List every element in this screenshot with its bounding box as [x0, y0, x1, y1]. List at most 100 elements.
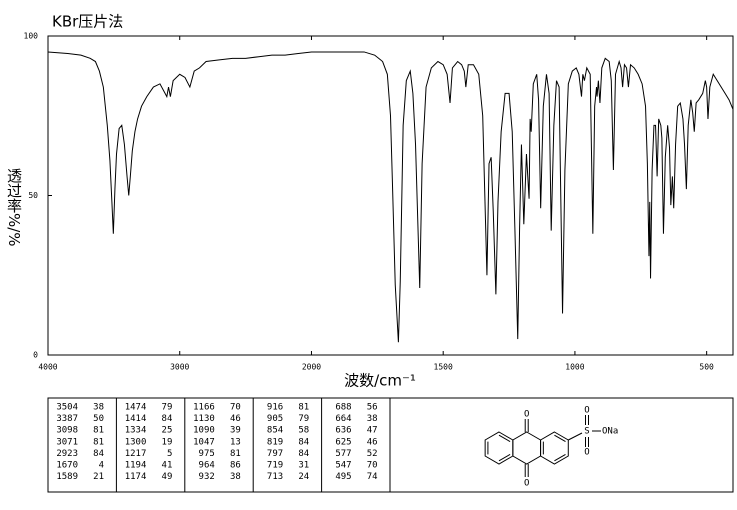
peak-wavenumber: 1670 — [56, 461, 78, 471]
peak-transmittance: 13 — [230, 437, 241, 447]
peak-transmittance: 86 — [230, 461, 241, 471]
peak-wavenumber: 3071 — [56, 437, 78, 447]
peak-wavenumber: 495 — [335, 472, 351, 482]
peak-transmittance: 49 — [162, 472, 173, 482]
peak-wavenumber: 819 — [267, 437, 283, 447]
peak-wavenumber: 964 — [199, 461, 215, 471]
bond — [554, 453, 566, 462]
peak-wavenumber: 664 — [335, 414, 351, 424]
peak-transmittance: 46 — [230, 414, 241, 424]
x-tick-label: 4000 — [38, 363, 57, 372]
peak-wavenumber: 2923 — [56, 449, 78, 459]
peak-wavenumber: 1194 — [125, 461, 147, 471]
peak-transmittance: 39 — [230, 426, 241, 436]
peak-transmittance: 21 — [93, 472, 104, 482]
peak-wavenumber: 1217 — [125, 449, 147, 459]
peak-wavenumber: 719 — [267, 461, 283, 471]
bond — [554, 434, 566, 443]
peak-wavenumber: 1090 — [193, 426, 215, 436]
peak-transmittance: 47 — [367, 426, 378, 436]
peak-wavenumber: 3098 — [56, 426, 78, 436]
peak-transmittance: 74 — [367, 472, 378, 482]
peak-transmittance: 5 — [167, 449, 172, 459]
peak-transmittance: 56 — [367, 403, 378, 413]
peak-wavenumber: 547 — [335, 461, 351, 471]
peak-wavenumber: 688 — [335, 403, 351, 413]
peak-wavenumber: 636 — [335, 426, 351, 436]
peak-wavenumber: 577 — [335, 449, 351, 459]
peak-wavenumber: 3387 — [56, 414, 78, 424]
peak-transmittance: 4 — [99, 461, 104, 471]
peak-transmittance: 70 — [367, 461, 378, 471]
peak-transmittance: 70 — [230, 403, 241, 413]
peak-wavenumber: 1130 — [193, 414, 215, 424]
bond — [498, 434, 511, 443]
peak-transmittance: 38 — [230, 472, 241, 482]
atom-label: O — [524, 410, 529, 420]
atom-label: O — [524, 479, 529, 489]
x-tick-label: 500 — [699, 363, 714, 372]
peak-transmittance: 38 — [93, 403, 104, 413]
peak-transmittance: 79 — [162, 403, 173, 413]
peak-transmittance: 46 — [367, 437, 378, 447]
chart-title: KBr压片法 — [52, 13, 123, 31]
peak-wavenumber: 713 — [267, 472, 283, 482]
peak-wavenumber: 1300 — [125, 437, 147, 447]
peak-wavenumber: 625 — [335, 437, 351, 447]
x-tick-label: 3000 — [170, 363, 189, 372]
ring — [484, 431, 514, 465]
ring — [540, 431, 569, 465]
peak-transmittance: 81 — [230, 449, 241, 459]
peak-transmittance: 31 — [298, 461, 309, 471]
peak-wavenumber: 1174 — [125, 472, 147, 482]
ring — [512, 431, 542, 465]
peak-wavenumber: 975 — [199, 449, 215, 459]
peak-transmittance: 50 — [93, 414, 104, 424]
peak-wavenumber: 932 — [199, 472, 215, 482]
peak-transmittance: 52 — [367, 449, 378, 459]
peak-transmittance: 84 — [298, 449, 309, 459]
atom-label: ONa — [602, 427, 618, 437]
peak-wavenumber: 1334 — [125, 426, 147, 436]
peak-wavenumber: 1414 — [125, 414, 147, 424]
bond — [568, 432, 583, 441]
peak-wavenumber: 1589 — [56, 472, 78, 482]
peak-wavenumber: 1047 — [193, 437, 215, 447]
peak-wavenumber: 905 — [267, 414, 283, 424]
y-tick-label: 100 — [24, 32, 39, 41]
x-tick-label: 1000 — [565, 363, 584, 372]
plot-frame — [47, 35, 734, 356]
peak-transmittance: 79 — [298, 414, 309, 424]
y-axis-label: 透过率%/% — [5, 168, 23, 247]
peak-transmittance: 84 — [298, 437, 309, 447]
atom-label: O — [584, 448, 589, 458]
x-tick-label: 1500 — [434, 363, 453, 372]
x-tick-label: 2000 — [302, 363, 321, 372]
peak-wavenumber: 854 — [267, 426, 283, 436]
peak-transmittance: 81 — [298, 403, 309, 413]
peak-transmittance: 38 — [367, 414, 378, 424]
peak-transmittance: 84 — [93, 449, 104, 459]
atom-label: O — [584, 406, 589, 416]
spectrum-line — [47, 51, 734, 343]
y-tick-label: 50 — [28, 191, 38, 200]
peak-transmittance: 81 — [93, 426, 104, 436]
peak-transmittance: 81 — [93, 437, 104, 447]
x-axis-label: 波数/cm⁻¹ — [344, 372, 416, 390]
peak-wavenumber: 916 — [267, 403, 283, 413]
peak-wavenumber: 797 — [267, 449, 283, 459]
atom-label: S — [584, 427, 589, 437]
peak-transmittance: 25 — [162, 426, 173, 436]
bond — [498, 453, 511, 462]
peak-transmittance: 58 — [298, 426, 309, 436]
peak-transmittance: 19 — [162, 437, 173, 447]
peak-transmittance: 24 — [298, 472, 309, 482]
peak-wavenumber: 1474 — [125, 403, 147, 413]
structure — [484, 415, 601, 477]
y-tick-label: 0 — [33, 351, 38, 360]
peak-transmittance: 41 — [162, 461, 173, 471]
peak-transmittance: 84 — [162, 414, 173, 424]
peak-wavenumber: 3504 — [56, 403, 78, 413]
